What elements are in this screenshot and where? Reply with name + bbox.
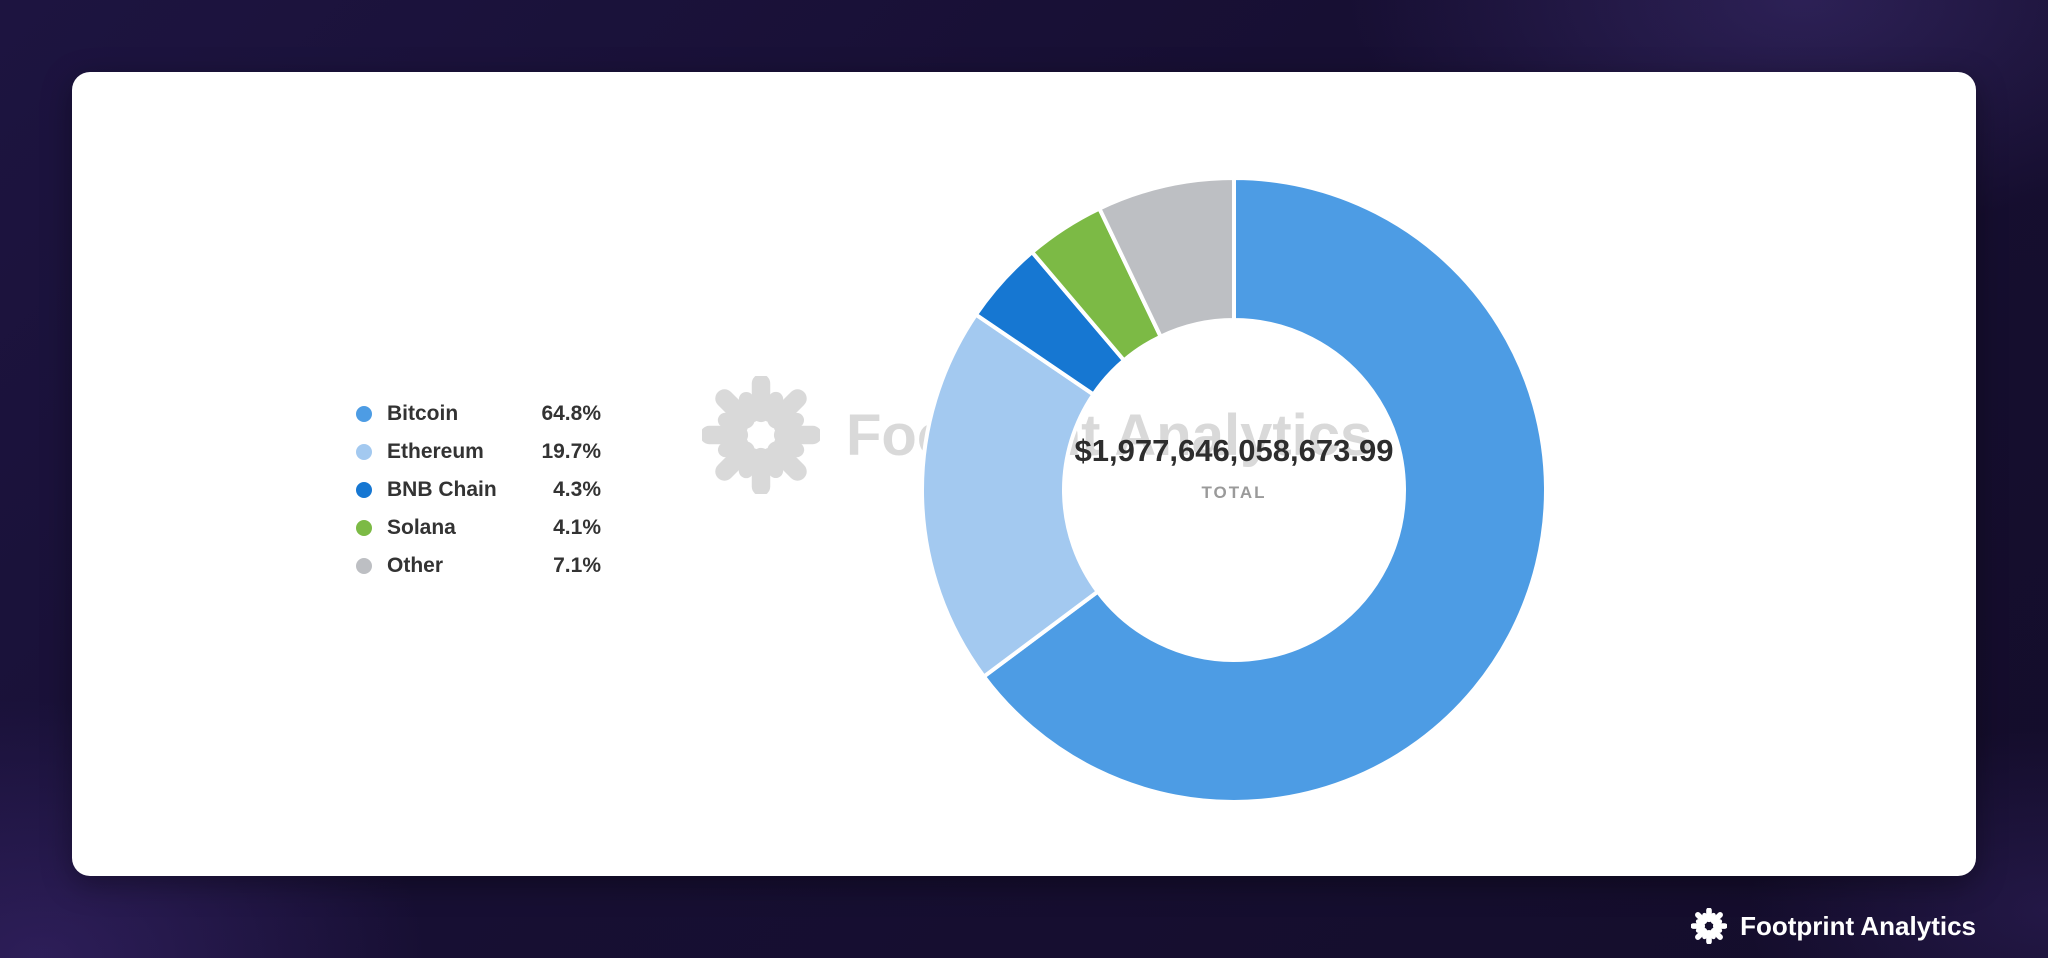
- legend-dot-ethereum: [356, 444, 372, 460]
- legend-label: Ethereum: [387, 440, 484, 463]
- legend-item-ethereum[interactable]: Ethereum 19.7%: [356, 433, 601, 471]
- legend-item-solana[interactable]: Solana 4.1%: [356, 509, 601, 547]
- chart-card: Bitcoin 64.8% Ethereum 19.7% BNB Chain 4…: [72, 72, 1976, 876]
- legend-value: 64.8%: [541, 402, 601, 425]
- legend-label: BNB Chain: [387, 478, 497, 501]
- legend-value: 19.7%: [541, 440, 601, 463]
- legend-item-other[interactable]: Other 7.1%: [356, 547, 601, 585]
- legend-label: Solana: [387, 516, 456, 539]
- legend-dot-bnb-chain: [356, 482, 372, 498]
- chart-legend: Bitcoin 64.8% Ethereum 19.7% BNB Chain 4…: [356, 395, 601, 585]
- legend-value: 4.3%: [553, 478, 601, 501]
- legend-value: 4.1%: [553, 516, 601, 539]
- footprint-flower-icon: [702, 376, 820, 494]
- legend-dot-bitcoin: [356, 406, 372, 422]
- legend-item-bnb-chain[interactable]: BNB Chain 4.3%: [356, 471, 601, 509]
- footer-brand-text: Footprint Analytics: [1740, 910, 1976, 941]
- legend-value: 7.1%: [553, 554, 601, 577]
- donut-chart[interactable]: [914, 170, 1554, 810]
- footprint-flower-icon: [1691, 908, 1727, 944]
- donut-segment-bitcoin[interactable]: [981, 176, 1548, 804]
- legend-label: Other: [387, 554, 444, 577]
- footer-brand: Footprint Analytics: [1691, 908, 1976, 944]
- legend-dot-solana: [356, 520, 372, 536]
- legend-label: Bitcoin: [387, 402, 459, 425]
- donut-segment-other[interactable]: [1097, 176, 1236, 339]
- donut-segment-ethereum[interactable]: [920, 312, 1100, 679]
- legend-dot-other: [356, 558, 372, 574]
- legend-item-bitcoin[interactable]: Bitcoin 64.8%: [356, 395, 601, 433]
